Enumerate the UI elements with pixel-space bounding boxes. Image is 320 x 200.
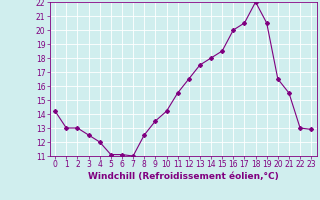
X-axis label: Windchill (Refroidissement éolien,°C): Windchill (Refroidissement éolien,°C)	[88, 172, 279, 181]
